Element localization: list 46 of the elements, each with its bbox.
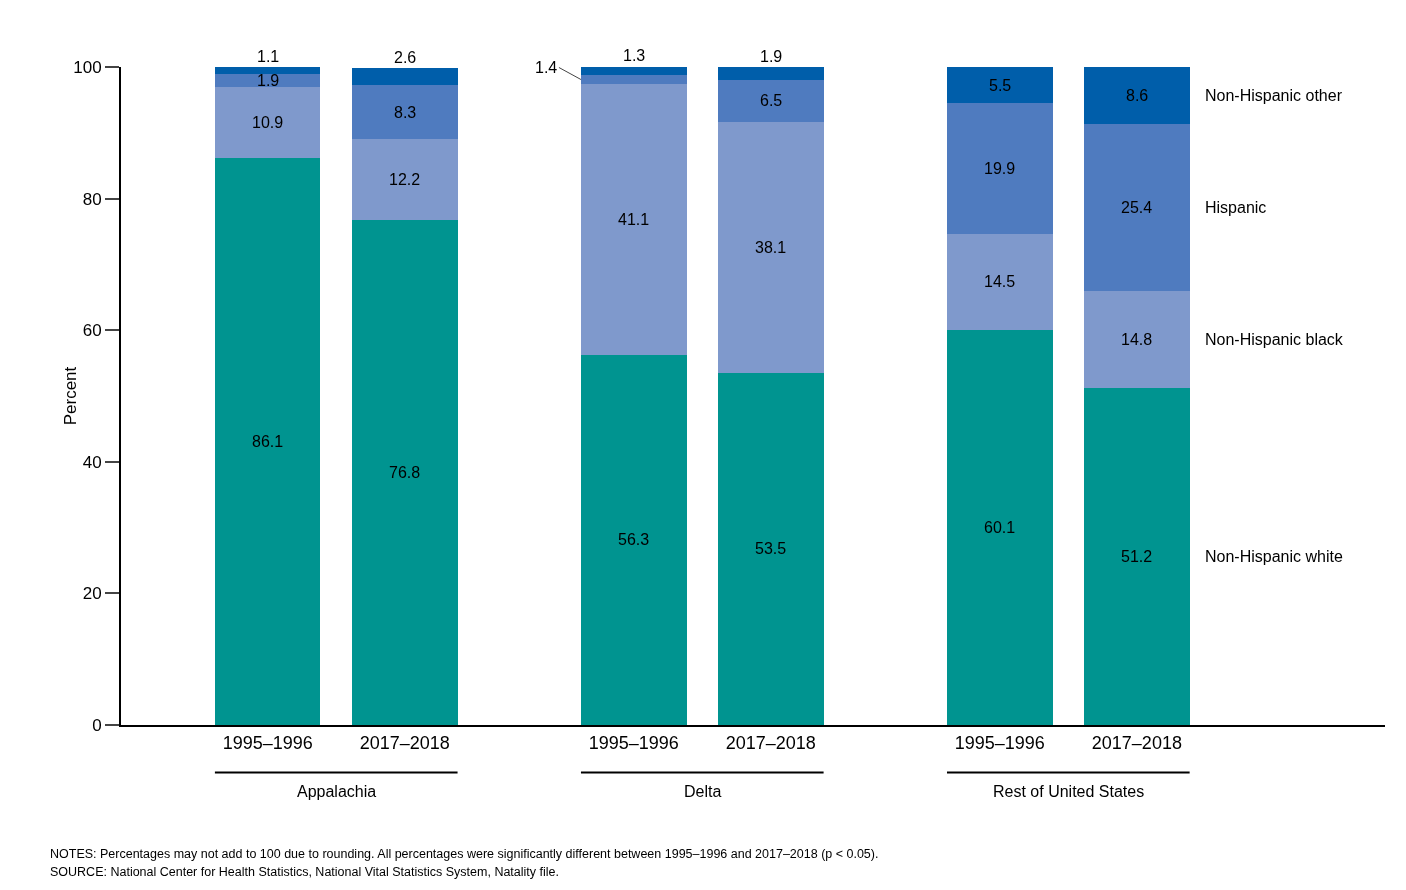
- data-label: 51.2: [1121, 548, 1153, 565]
- data-label: 1.3: [623, 47, 646, 64]
- series-label: Hispanic: [1205, 199, 1267, 216]
- data-label: 53.5: [755, 540, 787, 557]
- x-tick-label: 1995–1996: [588, 732, 679, 753]
- text: NOTES: Percentages may not add to 100 due to rounding. All percentages were significantly different between 1995–1996 and 2017–2018 (p < 0.05).: [50, 847, 879, 861]
- data-label: 41.1: [618, 211, 650, 228]
- data-label: 14.8: [1121, 331, 1153, 348]
- x-tick-label: 1995–1996: [954, 732, 1045, 753]
- y-tick-label: 60: [82, 321, 102, 341]
- series-label: Non-Hispanic white: [1205, 548, 1343, 565]
- data-label: 19.9: [984, 160, 1016, 177]
- series-label: Non-Hispanic black: [1205, 331, 1344, 348]
- data-label: 86.1: [252, 433, 284, 450]
- y-tick-label: 40: [82, 452, 102, 472]
- y-tick-label: 100: [73, 57, 102, 77]
- data-label: 8.6: [1126, 87, 1149, 104]
- data-label: 1.4: [535, 59, 558, 76]
- data-label: 8.3: [394, 104, 417, 121]
- data-label: 10.9: [252, 114, 284, 131]
- data-label: 1.1: [257, 48, 280, 65]
- data-label: 1.9: [760, 48, 783, 65]
- data-label: 38.1: [755, 239, 787, 256]
- data-label: 14.5: [984, 273, 1016, 290]
- data-label: 12.2: [389, 171, 421, 188]
- x-tick-label: 2017–2018: [1091, 732, 1182, 753]
- y-axis-title: Percent: [61, 366, 80, 426]
- text: Rest of United States: [993, 783, 1145, 800]
- data-label: 76.8: [389, 464, 421, 481]
- data-label: 60.1: [984, 519, 1016, 536]
- y-tick-label: 80: [82, 189, 102, 209]
- data-label: 5.5: [989, 77, 1012, 94]
- x-tick-label: 2017–2018: [725, 732, 816, 753]
- data-label: 56.3: [618, 531, 650, 548]
- series-label: Non-Hispanic other: [1205, 87, 1343, 104]
- y-tick-label: 20: [82, 584, 102, 604]
- x-tick-label: 2017–2018: [359, 732, 450, 753]
- text: Appalachia: [297, 783, 377, 800]
- x-tick-label: 1995–1996: [222, 732, 313, 753]
- data-label: 25.4: [1121, 199, 1153, 216]
- y-tick-label: 0: [92, 715, 102, 735]
- data-label: 6.5: [760, 92, 783, 109]
- text: Delta: [684, 783, 722, 800]
- data-label: 2.6: [394, 49, 417, 66]
- source-note: SOURCE: National Center for Health Statistics, National Vital Statistics System, Natality file.: [50, 865, 559, 879]
- data-label: 1.9: [257, 72, 280, 89]
